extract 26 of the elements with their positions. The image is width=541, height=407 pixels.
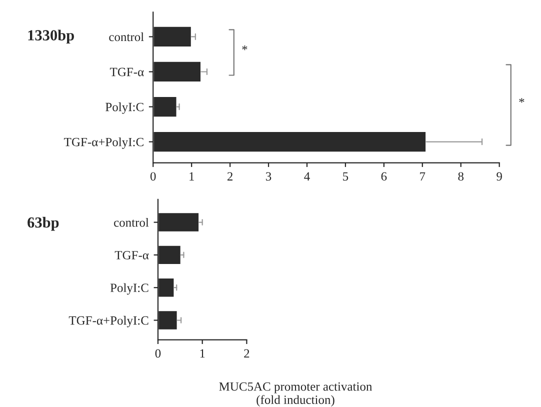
- x-tick-label: 1: [190, 172, 194, 180]
- y-tick-label: TGF-α+PolyI:C: [64, 137, 144, 149]
- y-tick-label: TGF-α: [110, 68, 144, 76]
- text: 63bp: [28, 216, 59, 231]
- x-tick-label: 8: [458, 172, 464, 181]
- x-tick-label: 2: [227, 172, 232, 180]
- text: 1330bp: [28, 30, 74, 44]
- y-tick-label: TGF-α: [114, 251, 149, 260]
- x-tick-label: 1: [200, 349, 205, 358]
- x-tick-label: 9: [496, 172, 502, 181]
- x-tick-label: 3: [266, 172, 272, 181]
- y-tick-label: PolyI:C: [110, 283, 148, 295]
- text: *: [519, 98, 524, 103]
- x-tick-label: 4: [304, 172, 310, 180]
- x-tick-label: 6: [381, 172, 387, 181]
- y-tick-label: TGF-α+PolyI:C: [68, 316, 148, 328]
- annotation: *: [242, 46, 248, 50]
- x-tick-label: 0: [150, 172, 156, 181]
- y-tick-label: PolyI:C: [106, 102, 144, 114]
- x-tick-label: 2: [244, 349, 250, 358]
- x-tick-label: 0: [155, 349, 161, 358]
- x-axis-title: MUC5AC promoter activation (fold induction): [219, 382, 372, 407]
- x-tick-label: 7: [420, 172, 426, 180]
- y-tick-label: control: [109, 32, 144, 42]
- y-tick-label: control: [114, 218, 149, 227]
- x-tick-label: 5: [343, 172, 348, 181]
